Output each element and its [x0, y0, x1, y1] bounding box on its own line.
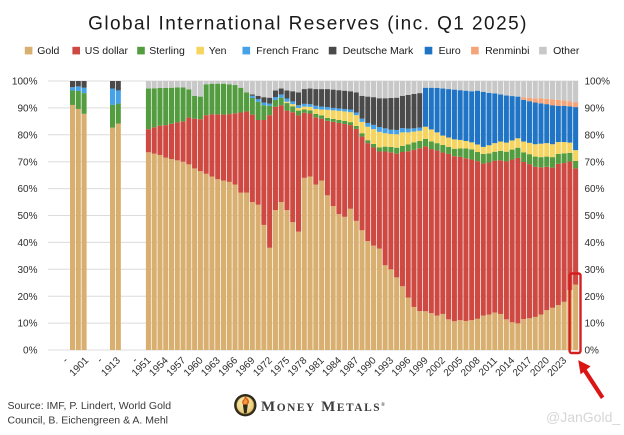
svg-text:70%: 70%	[585, 157, 605, 168]
svg-text:90%: 90%	[17, 104, 37, 115]
svg-text:0%: 0%	[585, 346, 600, 357]
svg-text:80%: 80%	[17, 130, 37, 141]
svg-text:Deutsche Mark: Deutsche Mark	[343, 45, 414, 57]
svg-text:French Franc: French Franc	[256, 45, 318, 57]
svg-text:Global International Reserves: Global International Reserves (inc. Q1 2…	[88, 14, 528, 35]
svg-text:100%: 100%	[12, 77, 38, 88]
svg-text:Council, B. Eichengreen & A. M: Council, B. Eichengreen & A. Mehl	[8, 415, 169, 427]
svg-text:@JanGold_: @JanGold_	[546, 409, 620, 425]
svg-text:US dollar: US dollar	[85, 45, 129, 57]
svg-text:MONEY METALS®: MONEY METALS®	[261, 399, 386, 415]
svg-text:-: -	[60, 355, 70, 365]
svg-text:100%: 100%	[585, 77, 611, 88]
svg-text:Yen: Yen	[209, 45, 227, 57]
svg-text:70%: 70%	[17, 157, 37, 168]
svg-text:Other: Other	[553, 45, 580, 57]
svg-text:90%: 90%	[585, 104, 605, 115]
svg-text:60%: 60%	[585, 184, 605, 195]
svg-text:0%: 0%	[23, 346, 38, 357]
svg-text:40%: 40%	[17, 238, 37, 249]
svg-text:40%: 40%	[585, 238, 605, 249]
svg-text:80%: 80%	[585, 130, 605, 141]
svg-text:Sterling: Sterling	[149, 45, 185, 57]
svg-text:Renminbi: Renminbi	[485, 45, 529, 57]
svg-text:-: -	[130, 355, 140, 365]
svg-text:20%: 20%	[585, 292, 605, 303]
svg-text:30%: 30%	[17, 265, 37, 276]
svg-text:10%: 10%	[17, 319, 37, 330]
svg-text:60%: 60%	[17, 184, 37, 195]
svg-text:50%: 50%	[17, 211, 37, 222]
svg-text:Gold: Gold	[37, 45, 59, 57]
svg-text:20%: 20%	[17, 292, 37, 303]
svg-text:-: -	[95, 355, 105, 365]
svg-text:Source: IMF, P. Lindert, World: Source: IMF, P. Lindert, World Gold	[8, 400, 172, 412]
svg-text:10%: 10%	[585, 319, 605, 330]
svg-text:Euro: Euro	[439, 45, 461, 57]
svg-text:30%: 30%	[585, 265, 605, 276]
svg-text:50%: 50%	[585, 211, 605, 222]
